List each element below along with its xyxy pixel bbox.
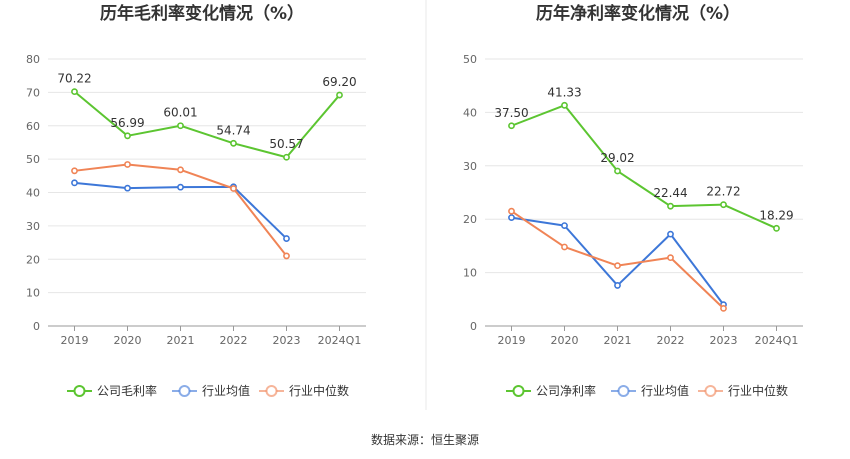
data-point — [177, 166, 184, 174]
data-label: 18.29 — [759, 208, 793, 222]
legend-label: 公司毛利率 — [97, 383, 157, 398]
y-tick-label: 80 — [26, 53, 40, 66]
data-point — [508, 122, 515, 130]
x-tick-label: 2021 — [604, 334, 632, 347]
x-tick-label: 2024Q1 — [318, 334, 362, 347]
data-label: 22.44 — [653, 186, 687, 200]
legend-label: 行业均值 — [202, 383, 250, 398]
data-label: 37.50 — [494, 106, 528, 120]
y-tick-label: 10 — [26, 287, 40, 300]
y-tick-label: 50 — [26, 153, 40, 166]
x-tick-label: 2019 — [498, 334, 526, 347]
series-line-2 — [74, 181, 288, 240]
data-point — [614, 282, 621, 289]
data-point — [71, 179, 78, 187]
y-tick-label: 30 — [26, 220, 40, 233]
legend-swatch-marker — [265, 385, 278, 397]
series-line-2 — [511, 216, 725, 306]
data-label: 22.72 — [706, 185, 740, 199]
legend-label: 行业中位数 — [728, 383, 788, 398]
data-label: 50.57 — [269, 137, 303, 151]
data-label: 69.20 — [322, 75, 356, 89]
source-note: 数据来源：恒生聚源 — [370, 433, 479, 447]
x-tick-label: 2021 — [167, 334, 195, 347]
series-line-1 — [73, 90, 341, 159]
data-point — [124, 161, 131, 168]
chart-title: 历年净利率变化情况（%） — [536, 3, 740, 24]
x-tick-label: 2023 — [710, 334, 738, 347]
data-point — [667, 254, 674, 262]
data-label: 54.74 — [216, 123, 250, 137]
y-tick-label: 30 — [463, 160, 477, 173]
legend-swatch-marker — [512, 385, 525, 397]
data-point — [124, 132, 131, 140]
chart-title: 历年毛利率变化情况（%） — [100, 3, 304, 24]
data-point — [283, 252, 290, 260]
x-tick-label: 2024Q1 — [755, 334, 799, 347]
data-point — [614, 167, 621, 175]
data-point — [177, 183, 184, 191]
y-tick-label: 0 — [470, 320, 477, 333]
data-point — [283, 153, 290, 161]
y-tick-label: 20 — [463, 213, 477, 226]
legend-swatch-marker — [178, 385, 191, 397]
y-tick-label: 70 — [26, 86, 40, 99]
data-point — [720, 201, 727, 209]
data-label: 60.01 — [163, 106, 197, 120]
data-point — [124, 184, 131, 192]
data-point — [177, 122, 184, 130]
data-point — [230, 139, 237, 147]
data-point — [667, 230, 674, 238]
legend-swatch-marker — [73, 385, 86, 397]
data-point — [230, 185, 237, 192]
chart-2: 历年净利率变化情况（%） 0 10 20 30 40 50 2019 2020 2021 2022 2… — [463, 3, 803, 398]
data-point — [561, 243, 568, 251]
data-point — [336, 91, 343, 99]
legend-swatch-marker — [704, 385, 717, 397]
y-tick-label: 0 — [33, 320, 40, 333]
legend-label: 行业均值 — [641, 383, 689, 398]
y-tick-label: 40 — [26, 187, 40, 200]
y-tick-label: 20 — [26, 253, 40, 266]
x-tick-label: 2019 — [61, 334, 89, 347]
series-line-3 — [74, 163, 288, 257]
data-label: 41.33 — [547, 85, 581, 99]
data-point — [561, 222, 568, 230]
x-tick-label: 2020 — [551, 334, 579, 347]
data-label: 56.99 — [110, 116, 144, 130]
legend-label: 公司净利率 — [536, 383, 596, 398]
x-tick-label: 2022 — [657, 334, 685, 347]
legend-swatch-marker — [617, 385, 630, 397]
data-label: 29.02 — [600, 151, 634, 165]
data-point — [283, 235, 290, 242]
x-tick-label: 2023 — [273, 334, 301, 347]
data-point — [614, 262, 621, 270]
data-point — [667, 202, 674, 210]
data-point — [71, 167, 78, 175]
data-point — [720, 304, 727, 312]
y-tick-label: 10 — [463, 267, 477, 280]
data-point — [508, 214, 515, 221]
x-tick-label: 2020 — [114, 334, 142, 347]
y-tick-label: 60 — [26, 120, 40, 133]
data-point — [773, 224, 780, 232]
x-tick-label: 2022 — [220, 334, 248, 347]
data-point — [508, 207, 515, 215]
series-line-3 — [510, 210, 725, 310]
data-point — [71, 88, 78, 96]
data-label: 70.22 — [57, 72, 91, 86]
legend-label: 行业中位数 — [289, 383, 349, 398]
series-line-1 — [511, 104, 777, 230]
y-tick-label: 50 — [463, 53, 477, 66]
data-point — [561, 101, 568, 109]
chart-1: 历年毛利率变化情况（%） 0 10 20 30 40 50 60 70 80 2019 2020 202… — [26, 3, 366, 398]
y-tick-label: 40 — [463, 106, 477, 119]
